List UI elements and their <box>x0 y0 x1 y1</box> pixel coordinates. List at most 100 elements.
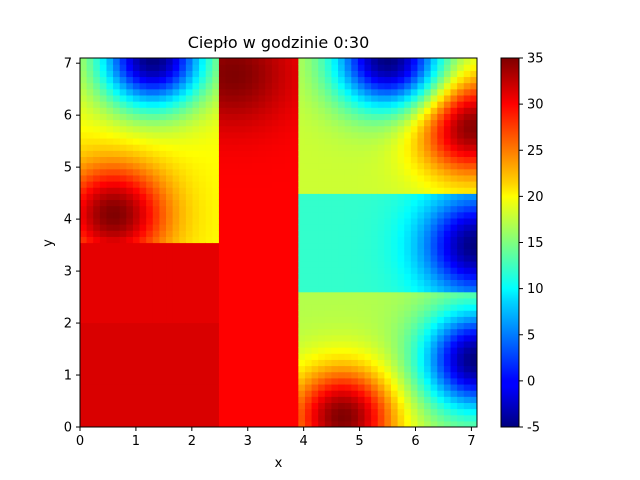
heat-cell <box>119 230 127 237</box>
heat-cell <box>152 187 160 194</box>
heat-cell <box>86 402 94 410</box>
heat-cell <box>450 156 458 164</box>
heat-cell <box>271 396 280 403</box>
heat-cell <box>285 64 293 71</box>
heat-cell <box>245 390 253 397</box>
heat-cell <box>166 82 174 90</box>
heat-cell <box>430 322 438 330</box>
heat-cell <box>106 181 114 188</box>
heat-cell <box>132 58 141 65</box>
heat-cell <box>311 254 319 262</box>
heat-cell <box>443 377 452 385</box>
heat-cell <box>278 242 286 250</box>
heat-cell <box>285 174 293 182</box>
heat-cell <box>212 113 220 121</box>
heat-cell <box>384 267 392 274</box>
heat-cell <box>470 76 477 84</box>
heat-cell <box>437 420 445 427</box>
heat-cell <box>324 310 333 317</box>
heat-cell <box>172 347 180 354</box>
heat-cell <box>324 353 333 360</box>
heat-cell <box>304 94 313 102</box>
heat-cell <box>291 383 299 391</box>
heat-cell <box>179 285 187 293</box>
heat-cell <box>470 230 477 237</box>
heat-cell <box>172 101 180 108</box>
colorbar-tick-label: -5 <box>527 421 540 436</box>
heat-cell <box>119 273 127 280</box>
heat-cell <box>179 340 187 348</box>
heat-cell <box>205 390 213 397</box>
heat-cell <box>126 181 134 188</box>
heat-cell <box>119 131 127 139</box>
heat-cell <box>324 205 333 213</box>
heat-cell <box>291 353 299 360</box>
heat-cell <box>371 347 379 354</box>
heat-cell <box>93 316 101 324</box>
heat-cell <box>397 254 405 262</box>
heat-cell <box>132 328 141 336</box>
heat-cell <box>384 408 392 416</box>
heat-cell <box>417 347 425 354</box>
heat-cell <box>179 187 187 194</box>
heat-cell <box>298 107 306 114</box>
heat-cell <box>443 205 452 213</box>
heat-cell <box>126 371 134 379</box>
heat-cell <box>437 205 445 213</box>
heat-cell <box>152 137 160 145</box>
heat-cell <box>252 187 260 194</box>
heat-cell <box>93 94 101 102</box>
heat-cell <box>99 402 108 410</box>
heat-cell <box>185 242 194 250</box>
heat-cell <box>86 365 94 373</box>
heat-cell <box>304 76 313 84</box>
heat-cell <box>271 125 280 133</box>
heat-cell <box>397 125 405 133</box>
heat-cell <box>265 101 273 108</box>
heat-cell <box>106 347 114 354</box>
heat-cell <box>470 396 477 403</box>
heat-cell <box>265 279 273 287</box>
heat-cell <box>397 371 405 379</box>
heat-cell <box>304 205 313 213</box>
heat-cell <box>384 94 392 102</box>
heat-cell <box>205 236 213 244</box>
heat-cell <box>443 230 452 237</box>
heat-cell <box>218 377 227 385</box>
heat-cell <box>99 408 108 416</box>
heat-cell <box>357 304 366 311</box>
heat-cell <box>152 359 160 367</box>
heat-cell <box>271 64 280 71</box>
heat-cell <box>351 285 359 293</box>
heat-cell <box>271 408 280 416</box>
heat-cell <box>126 76 134 84</box>
heat-cell <box>338 113 346 121</box>
heat-cell <box>238 414 247 422</box>
heat-cell <box>166 125 174 133</box>
heat-cell <box>344 199 352 207</box>
heat-cell <box>304 371 313 379</box>
heat-cell <box>205 420 213 427</box>
heat-cell <box>443 236 452 244</box>
heat-cell <box>139 101 147 108</box>
heat-cell <box>192 174 200 182</box>
heat-cell <box>357 82 366 90</box>
heat-cell <box>457 187 465 194</box>
heat-cell <box>443 347 452 354</box>
heat-cell <box>410 377 419 385</box>
heat-cell <box>463 291 471 299</box>
heat-cell <box>437 310 445 317</box>
heat-cell <box>291 322 299 330</box>
heat-cell <box>390 390 399 397</box>
heat-cell <box>192 279 200 287</box>
heat-cell <box>166 396 174 403</box>
heat-cell <box>318 88 326 96</box>
heat-cell <box>344 408 352 416</box>
heat-cell <box>291 377 299 385</box>
heat-cell <box>278 205 286 213</box>
heat-cell <box>377 156 385 164</box>
heat-cell <box>364 107 372 114</box>
heat-cell <box>152 236 160 244</box>
heat-cell <box>132 390 141 397</box>
